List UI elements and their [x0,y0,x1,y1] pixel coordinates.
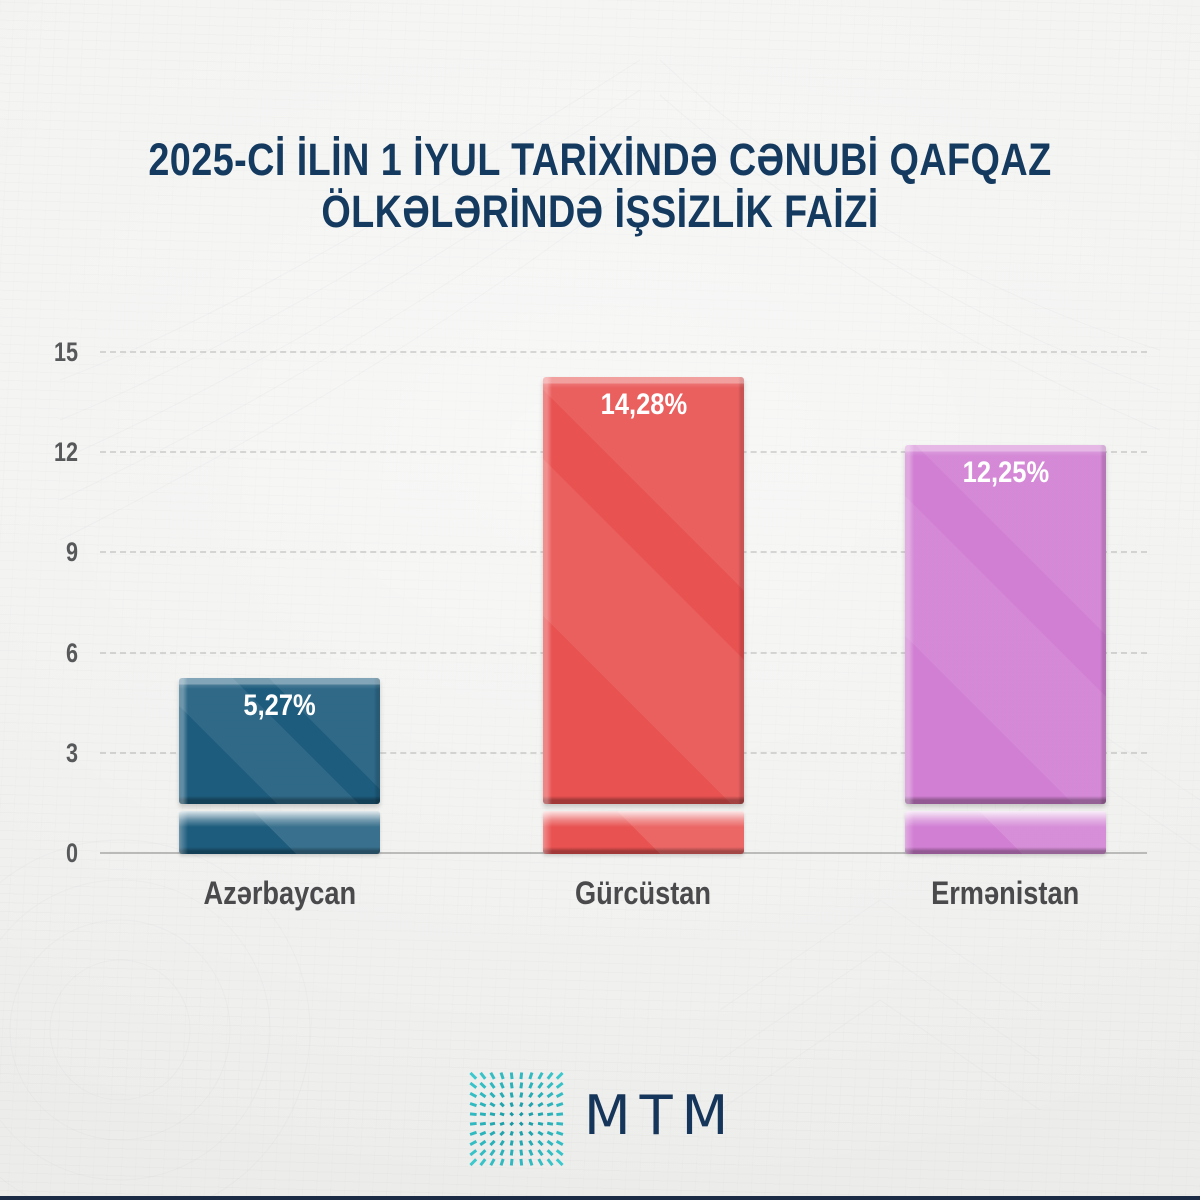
mtm-logo-text: MTM [584,1084,738,1147]
bar-base-azerbaycan [179,811,380,854]
bar-gurcustan: 14,28% [543,377,744,804]
chart-title-line1: 2025-Cİ İLİN 1 İYUL TARİXİNDƏ CƏNUBİ QAF… [148,134,1052,185]
chart-title-line2: ÖLKƏLƏRİNDƏ İŞSİZLİK FAİZİ [321,186,879,237]
mtm-logo-icon [469,1071,564,1167]
bar-azerbaycan: 5,27% [179,677,380,804]
bar-group-gurcustan: 14,28% Gürcüstan [543,353,744,911]
y-tick-label-6: 6 [65,637,78,668]
y-tick-label-9: 9 [65,537,78,568]
bar-value-gurcustan: 14,28% [600,388,687,422]
bar-ermenistan: 12,25% [905,444,1106,804]
footer-strip [0,1196,1200,1200]
plot-area: 0 3 6 9 12 15 5,27% Azərbaycan 14,28% Gürcüst… [54,337,1147,911]
x-label-azerbaycan: Azərbaycan [203,875,356,911]
gridline-y-15: 15 [54,337,1147,367]
x-label-gurcustan: Gürcüstan [575,875,712,911]
bar-group-ermenistan: 12,25% Ermənistan [905,353,1106,911]
y-tick-label-3: 3 [65,737,78,768]
y-tick-label-15: 15 [53,337,78,367]
bar-base-ermenistan [905,811,1106,854]
x-label-ermenistan: Ermənistan [931,875,1080,911]
y-tick-label-12: 12 [53,437,78,468]
chart-title: 2025-Cİ İLİN 1 İYUL TARİXİNDƏ CƏNUBİ QAF… [96,134,1104,238]
bar-base-gurcustan [543,811,744,854]
bar-group-azerbaycan: 5,27% Azərbaycan [179,353,380,911]
y-tick-label-0: 0 [65,838,78,868]
bar-value-ermenistan: 12,25% [962,455,1049,489]
bar-value-azerbaycan: 5,27% [243,688,316,722]
